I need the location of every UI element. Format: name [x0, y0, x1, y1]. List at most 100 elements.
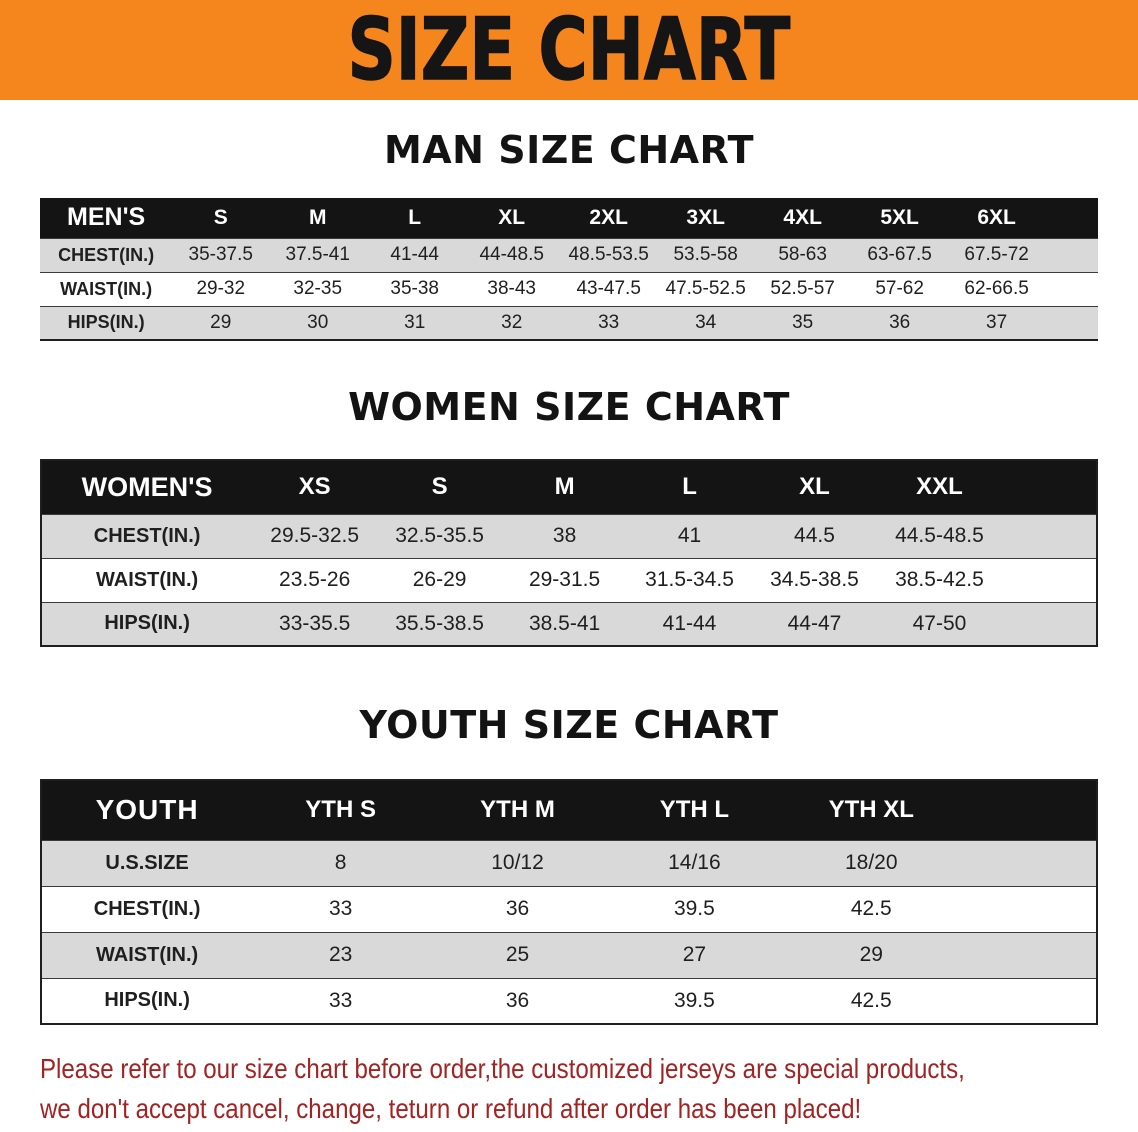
spacer-cell: [1002, 460, 1097, 514]
table-cell: 29: [859, 943, 883, 966]
table-cell: 35-37.5: [188, 244, 253, 265]
table-header-row: YOUTH YTH S YTH M YTH L YTH XL: [41, 780, 1097, 840]
table-cell: 67.5-72: [964, 244, 1029, 265]
table-row: WAIST(IN.) 23.5-26 26-29 29-31.5 31.5-34.5 34…: [41, 558, 1097, 602]
table-cell: 32: [501, 311, 523, 333]
table-corner-label: YOUTH: [95, 794, 199, 826]
column-header: 3XL: [686, 205, 725, 229]
row-label: HIPS(IN.): [67, 312, 145, 333]
table-cell: 52.5-57: [770, 278, 835, 299]
table-header-row: MEN'S S M L XL 2XL 3XL 4XL 5XL 6XL: [40, 198, 1098, 238]
table-cell: 34: [695, 311, 717, 333]
table-cell: 37: [986, 311, 1008, 333]
table-cell: 39.5: [673, 988, 715, 1012]
table-cell: 35-38: [390, 278, 440, 299]
table-cell: 35: [792, 311, 814, 333]
column-header: YTH L: [659, 796, 730, 824]
table-cell: 38: [552, 524, 577, 547]
table-cell: 42.5: [850, 897, 892, 920]
section-youth: YOUTH SIZE CHART YOUTH YTH S YTH M YTH L YTH …: [40, 703, 1098, 1025]
table-cell: 63-67.5: [867, 244, 932, 265]
column-header: S: [213, 205, 228, 229]
table-cell: 38.5-42.5: [895, 568, 984, 591]
table-corner-label: MEN'S: [67, 203, 146, 232]
disclaimer-line-1: Please refer to our size chart before or…: [40, 1053, 965, 1084]
size-table-men: MEN'S S M L XL 2XL 3XL 4XL 5XL 6XL CHEST(IN.) 35-37…: [40, 198, 1098, 341]
table-cell: 33: [328, 988, 353, 1012]
table-cell: 41: [677, 524, 702, 547]
spacer-cell: [1002, 558, 1097, 602]
size-table-youth: YOUTH YTH S YTH M YTH L YTH XL U.S.SIZE 8 10/12…: [40, 779, 1098, 1025]
table-cell: 36: [889, 311, 911, 333]
table-cell: 41-44: [662, 611, 717, 635]
table-cell: 25: [505, 943, 530, 966]
table-cell: 30: [307, 311, 329, 333]
spacer-cell: [1045, 272, 1098, 306]
column-header: YTH M: [480, 796, 555, 824]
disclaimer: Please refer to our size chart before or…: [40, 1049, 1098, 1129]
table-corner-label: WOMEN'S: [81, 471, 213, 502]
column-header: 6XL: [977, 205, 1016, 229]
table-cell: 31.5-34.5: [645, 568, 734, 591]
row-label: U.S.SIZE: [105, 851, 189, 874]
table-cell: 47.5-52.5: [665, 278, 746, 299]
row-label: WAIST(IN.): [60, 278, 153, 299]
size-table-women: WOMEN'S XS S M L XL XXL CHEST(IN.) 29.5-32.5 32.5…: [40, 459, 1098, 647]
table-cell: 38.5-41: [528, 611, 601, 635]
table-cell: 58-63: [778, 244, 827, 265]
table-cell: 48.5-53.5: [568, 244, 649, 265]
table-cell: 23: [328, 943, 353, 966]
section-men: MAN SIZE CHART MEN'S S M L XL 2XL 3XL 4XL 5XL 6XL C…: [40, 128, 1098, 341]
row-label: WAIST(IN.): [95, 943, 199, 966]
page-title: SIZE CHART: [347, 0, 791, 100]
spacer-cell: [960, 932, 1097, 978]
table-cell: 62-66.5: [964, 278, 1029, 299]
table-row: CHEST(IN.) 33 36 39.5 42.5: [41, 886, 1097, 932]
table-cell: 37.5-41: [285, 244, 350, 265]
spacer-cell: [960, 840, 1097, 886]
sections-container: MAN SIZE CHART MEN'S S M L XL 2XL 3XL 4XL 5XL 6XL C…: [40, 128, 1098, 1025]
column-header: M: [554, 473, 575, 501]
table-cell: 8: [334, 851, 347, 874]
row-label: HIPS(IN.): [104, 612, 190, 635]
column-header: YTH S: [305, 796, 376, 824]
content: MAN SIZE CHART MEN'S S M L XL 2XL 3XL 4XL 5XL 6XL C…: [0, 128, 1138, 1129]
section-heading-women: WOMEN SIZE CHART: [348, 385, 790, 429]
table-cell: 44.5-48.5: [895, 524, 984, 547]
section-heading-men: MAN SIZE CHART: [383, 128, 755, 172]
spacer-cell: [1002, 514, 1097, 558]
table-cell: 33-35.5: [279, 611, 351, 635]
spacer-cell: [1045, 198, 1098, 238]
table-row: HIPS(IN.) 33-35.5 35.5-38.5 38.5-41 41-44 44-…: [41, 602, 1097, 646]
column-header: 4XL: [783, 205, 822, 229]
table-row: CHEST(IN.) 35-37.5 37.5-41 41-44 44-48.5 48.5…: [40, 238, 1098, 272]
table-row: WAIST(IN.) 23 25 27 29: [41, 932, 1097, 978]
spacer-cell: [960, 780, 1097, 840]
table-cell: 29.5-32.5: [270, 524, 360, 547]
table-cell: 39.5: [673, 897, 715, 920]
table-cell: 47-50: [912, 611, 967, 635]
row-label: CHEST(IN.): [58, 244, 155, 265]
row-label: CHEST(IN.): [93, 524, 201, 547]
spacer-cell: [1002, 602, 1097, 646]
section-women: WOMEN SIZE CHART WOMEN'S XS S M L XL XXL CHEST(I…: [40, 385, 1098, 647]
row-label: CHEST(IN.): [93, 897, 201, 920]
table-cell: 36: [505, 988, 530, 1012]
disclaimer-line-2: we don't accept cancel, change, teturn o…: [40, 1093, 862, 1124]
spacer-cell: [960, 978, 1097, 1024]
table-cell: 43-47.5: [576, 278, 641, 299]
row-label: HIPS(IN.): [104, 989, 190, 1012]
table-cell: 27: [682, 943, 707, 966]
table-cell: 33: [328, 897, 353, 920]
table-cell: 14/16: [668, 851, 721, 874]
table-header-row: WOMEN'S XS S M L XL XXL: [41, 460, 1097, 514]
table-cell: 10/12: [491, 851, 544, 874]
row-label: WAIST(IN.): [95, 568, 199, 591]
table-cell: 44.5: [794, 524, 835, 547]
table-cell: 18/20: [844, 851, 898, 874]
column-header: 5XL: [880, 205, 919, 229]
table-cell: 44-47: [787, 611, 842, 635]
table-cell: 57-62: [875, 278, 924, 299]
table-cell: 35.5-38.5: [395, 611, 484, 635]
